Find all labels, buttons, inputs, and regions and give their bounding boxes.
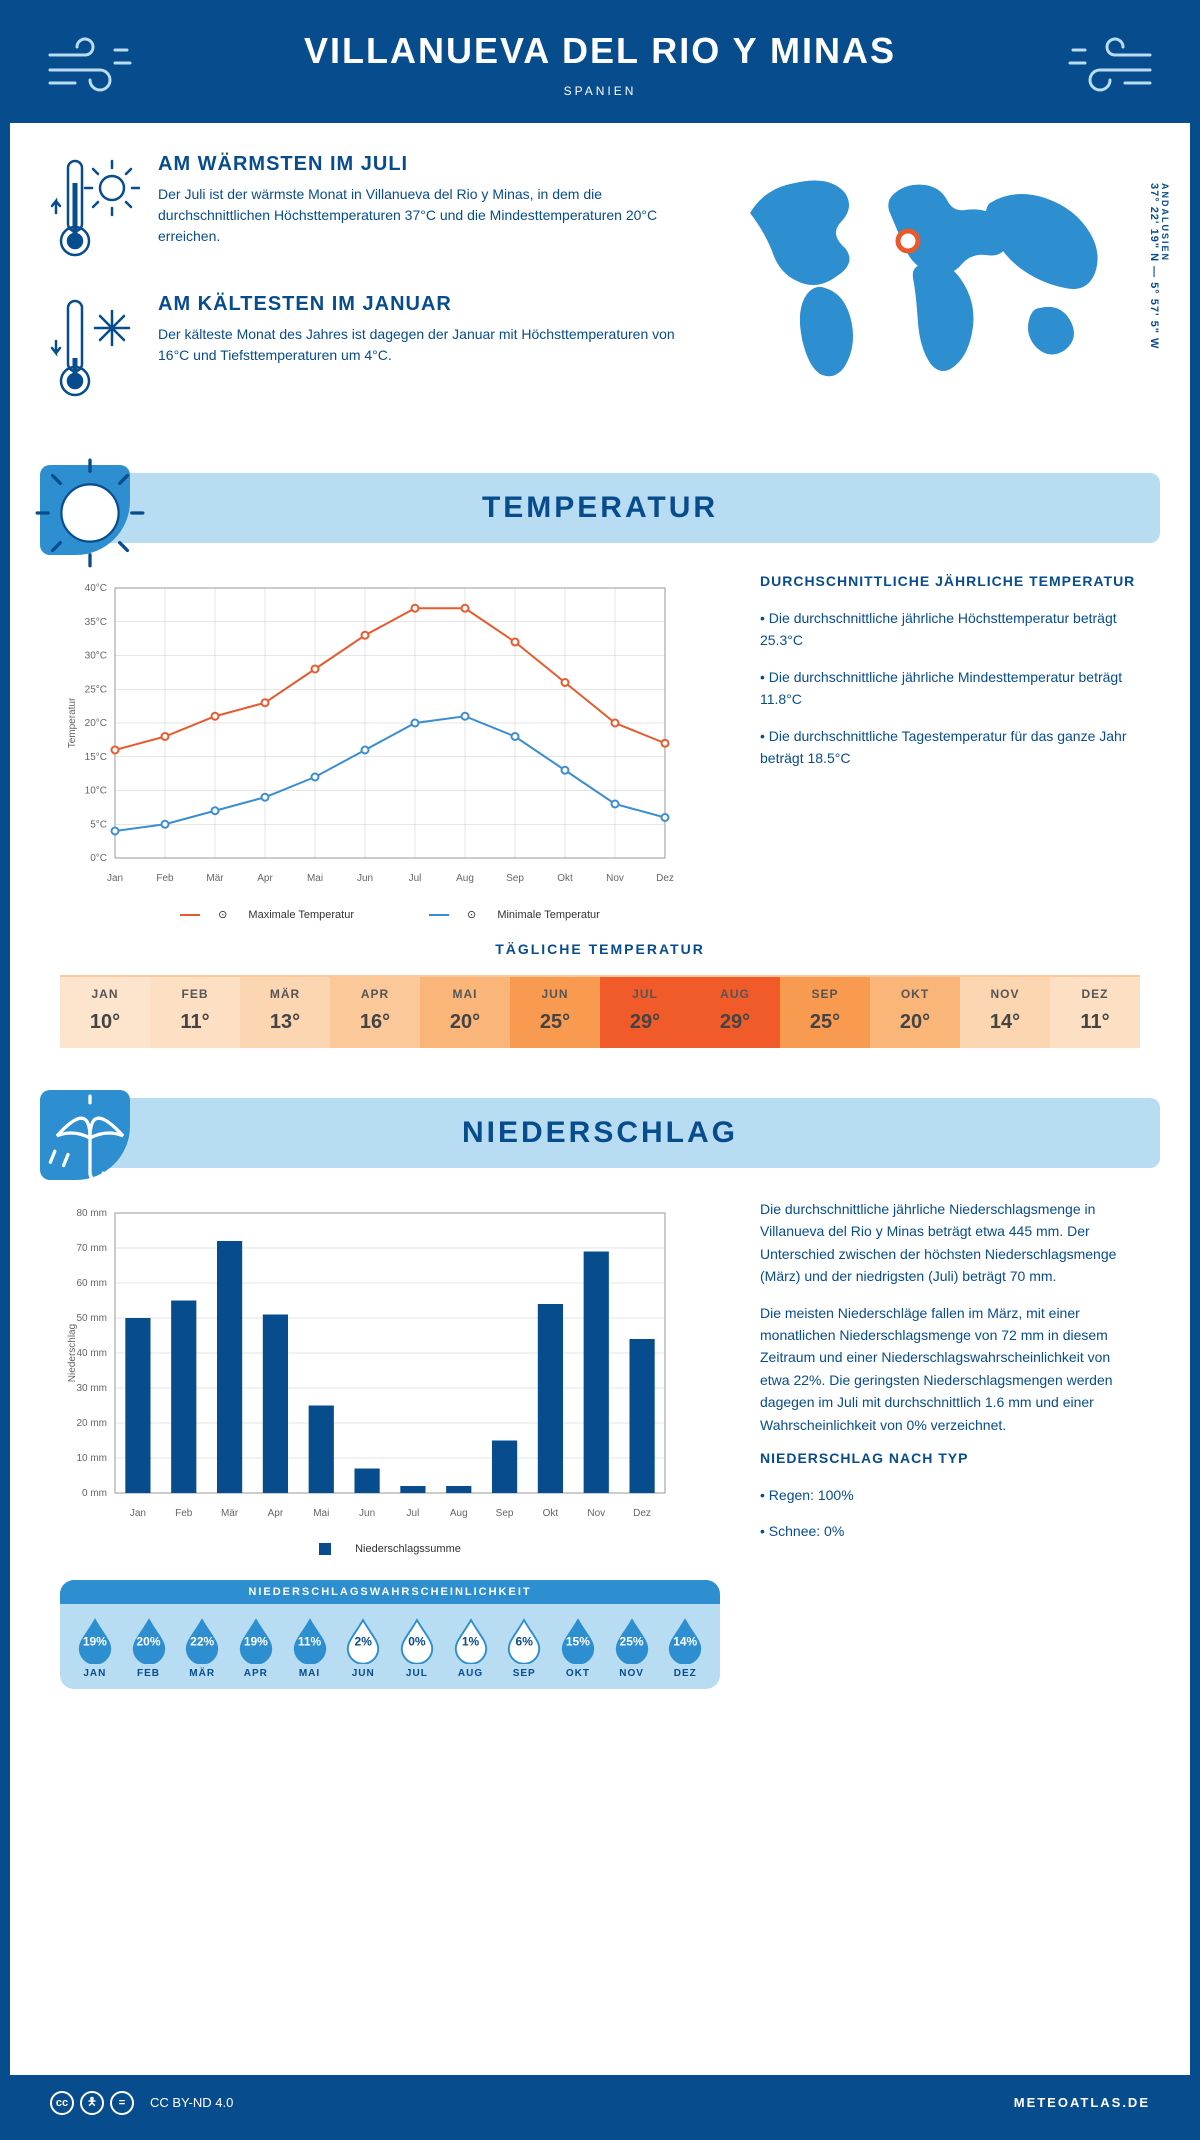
footer: cc 🯅 = CC BY-ND 4.0 METEOATLAS.DE	[10, 2075, 1190, 2130]
svg-text:Aug: Aug	[456, 873, 474, 884]
svg-text:80 mm: 80 mm	[76, 1208, 107, 1219]
svg-text:40°C: 40°C	[85, 583, 107, 594]
cold-title: AM KÄLTESTEN IM JANUAR	[158, 293, 700, 316]
svg-text:5°C: 5°C	[90, 819, 107, 830]
svg-text:Jan: Jan	[107, 873, 123, 884]
umbrella-icon	[35, 1083, 145, 1193]
infographic-frame: VILLANUEVA DEL RIO Y MINAS SPANIEN AM WÄ…	[0, 0, 1200, 2140]
world-map: ANDALUSIEN 37° 22' 19" N — 5° 57' 5" W	[730, 153, 1150, 433]
svg-text:10 mm: 10 mm	[76, 1453, 107, 1464]
cold-text: Der kälteste Monat des Jahres ist dagege…	[158, 324, 700, 366]
svg-text:Aug: Aug	[450, 1508, 468, 1519]
svg-text:Jul: Jul	[407, 1508, 420, 1519]
warm-title: AM WÄRMSTEN IM JULI	[158, 153, 700, 176]
svg-text:Mär: Mär	[221, 1508, 239, 1519]
temperature-info: DURCHSCHNITTLICHE JÄHRLICHE TEMPERATUR D…	[760, 573, 1140, 921]
svg-text:Jan: Jan	[130, 1508, 146, 1519]
precipitation-heading: NIEDERSCHLAG	[40, 1116, 1160, 1150]
svg-text:70 mm: 70 mm	[76, 1243, 107, 1254]
svg-text:35°C: 35°C	[85, 617, 107, 628]
svg-text:50 mm: 50 mm	[76, 1313, 107, 1324]
svg-text:Mär: Mär	[206, 873, 224, 884]
intro-section: AM WÄRMSTEN IM JULI Der Juli ist der wär…	[10, 123, 1190, 453]
svg-text:Sep: Sep	[506, 873, 524, 884]
svg-text:Feb: Feb	[156, 873, 174, 884]
brand: METEOATLAS.DE	[1014, 2095, 1150, 2110]
svg-text:Feb: Feb	[175, 1508, 193, 1519]
svg-text:15°C: 15°C	[85, 752, 107, 763]
header: VILLANUEVA DEL RIO Y MINAS SPANIEN	[10, 10, 1190, 123]
cc-icon: cc	[50, 2091, 74, 2115]
wind-icon	[1065, 35, 1155, 95]
svg-text:30 mm: 30 mm	[76, 1383, 107, 1394]
svg-text:Nov: Nov	[587, 1508, 605, 1519]
svg-text:20°C: 20°C	[85, 718, 107, 729]
svg-text:0 mm: 0 mm	[82, 1488, 107, 1499]
precip-legend: Niederschlagssumme	[60, 1543, 720, 1555]
svg-text:Jul: Jul	[409, 873, 422, 884]
svg-text:Dez: Dez	[656, 873, 674, 884]
coordinates: ANDALUSIEN 37° 22' 19" N — 5° 57' 5" W	[1148, 183, 1170, 349]
svg-text:10°C: 10°C	[85, 786, 107, 797]
svg-text:Okt: Okt	[543, 1508, 559, 1519]
svg-text:Niederschlag: Niederschlag	[67, 1324, 78, 1382]
page-subtitle: SPANIEN	[20, 84, 1180, 98]
svg-text:Dez: Dez	[633, 1508, 651, 1519]
svg-text:Okt: Okt	[557, 873, 573, 884]
svg-text:0°C: 0°C	[90, 853, 107, 864]
svg-text:40 mm: 40 mm	[76, 1348, 107, 1359]
precipitation-banner: NIEDERSCHLAG	[40, 1098, 1160, 1168]
sun-icon	[35, 458, 145, 568]
cold-fact: AM KÄLTESTEN IM JANUAR Der kälteste Mona…	[50, 293, 700, 408]
temperature-chart: 0°C 5°C 10°C 15°C 20°C 25°C 30°C 35°C 40°C Jan Feb…	[60, 573, 720, 921]
precipitation-chart: 0 mm 10 mm 20 mm 30 mm 40 mm 50 mm 60 mm 70 mm 8…	[60, 1198, 720, 1689]
svg-text:Jun: Jun	[357, 873, 373, 884]
wind-icon	[45, 35, 135, 95]
temperature-banner: TEMPERATUR	[40, 473, 1160, 543]
svg-text:Nov: Nov	[606, 873, 624, 884]
svg-text:Sep: Sep	[496, 1508, 514, 1519]
thermometer-snow-icon	[50, 293, 140, 408]
license: cc 🯅 = CC BY-ND 4.0	[50, 2091, 233, 2115]
svg-text:Jun: Jun	[359, 1508, 375, 1519]
svg-text:Apr: Apr	[268, 1508, 284, 1519]
precipitation-probability: NIEDERSCHLAGSWAHRSCHEINLICHKEIT 19%JAN20…	[60, 1580, 720, 1689]
warm-fact: AM WÄRMSTEN IM JULI Der Juli ist der wär…	[50, 153, 700, 268]
page-title: VILLANUEVA DEL RIO Y MINAS	[20, 30, 1180, 72]
thermometer-sun-icon	[50, 153, 140, 268]
svg-text:Temperatur: Temperatur	[67, 697, 78, 748]
svg-text:20 mm: 20 mm	[76, 1418, 107, 1429]
svg-text:Mai: Mai	[307, 873, 323, 884]
svg-text:Apr: Apr	[257, 873, 273, 884]
temperature-heading: TEMPERATUR	[40, 491, 1160, 525]
nd-icon: =	[110, 2091, 134, 2115]
precipitation-info: Die durchschnittliche jährliche Niedersc…	[760, 1198, 1140, 1689]
by-icon: 🯅	[80, 2091, 104, 2115]
svg-text:60 mm: 60 mm	[76, 1278, 107, 1289]
daily-temperature: TÄGLICHE TEMPERATUR JAN10°FEB11°MÄR13°AP…	[10, 931, 1190, 1078]
svg-text:30°C: 30°C	[85, 651, 107, 662]
svg-text:Mai: Mai	[313, 1508, 329, 1519]
svg-text:25°C: 25°C	[85, 684, 107, 695]
warm-text: Der Juli ist der wärmste Monat in Villan…	[158, 184, 700, 247]
temp-legend: ⊙ Maximale Temperatur ⊙ Minimale Tempera…	[60, 908, 720, 921]
